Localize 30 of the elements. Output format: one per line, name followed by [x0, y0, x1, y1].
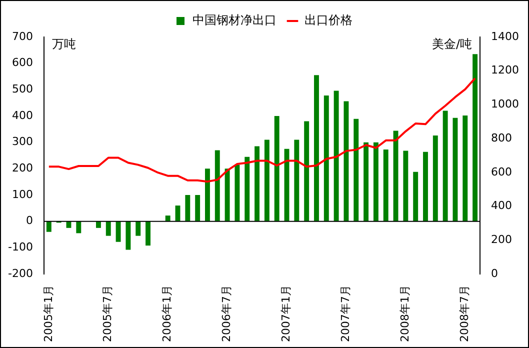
- y-tick-label: 300: [12, 135, 33, 148]
- x-tick-label: 2008年1月: [398, 285, 412, 342]
- x-tick-label: 2007年7月: [339, 285, 352, 342]
- x-tick-label: 2005年1月: [42, 285, 55, 342]
- y-axis-title: 万吨: [52, 37, 76, 52]
- y2-tick-label: 0: [491, 266, 498, 280]
- y2-tick-label: 1200: [491, 64, 520, 77]
- y2-tick-label: 400: [491, 199, 512, 212]
- y-tick-label: 500: [12, 82, 33, 96]
- y2-tick-label: 200: [491, 233, 512, 246]
- y2-tick-label: 800: [491, 131, 512, 144]
- y2-tick-label: 1000: [491, 98, 520, 111]
- y-tick-label: 400: [12, 108, 33, 122]
- y-tick-label: 600: [12, 56, 33, 70]
- y-tick-label: 700: [12, 30, 33, 43]
- y-tick-label: -200: [8, 266, 33, 280]
- y-tick-label: 0: [26, 214, 33, 228]
- legend-label: 出口价格: [304, 13, 352, 28]
- y-tick-label: 200: [12, 162, 33, 175]
- legend-label: 中国钢材净出口: [192, 13, 276, 28]
- x-tick-label: 2006年7月: [220, 285, 234, 342]
- x-tick-label: 2005年7月: [101, 285, 114, 342]
- y-tick-label: 100: [12, 188, 33, 201]
- y2-tick-label: 600: [491, 165, 512, 178]
- y2-axis-title: 美金/吨: [432, 37, 472, 52]
- x-tick-label: 2007年1月: [280, 285, 293, 342]
- y2-tick-label: 1400: [491, 30, 520, 43]
- y-tick-label: -100: [8, 240, 33, 254]
- x-tick-label: 2008年7月: [458, 285, 471, 342]
- x-tick-label: 2006年1月: [160, 285, 174, 342]
